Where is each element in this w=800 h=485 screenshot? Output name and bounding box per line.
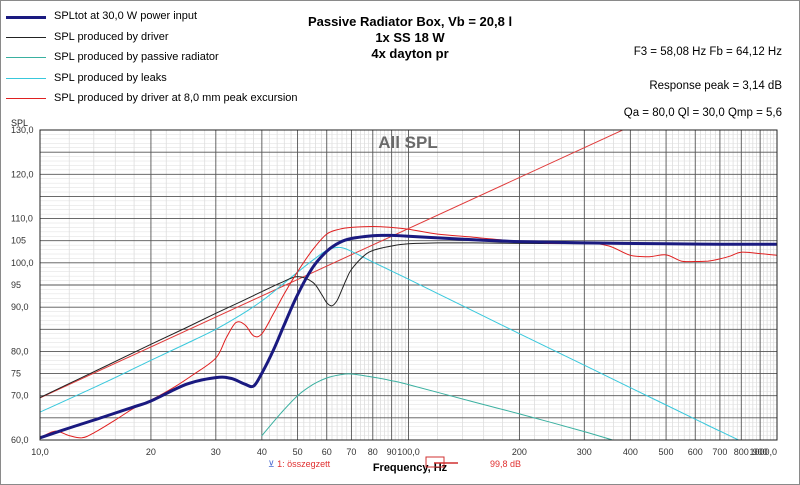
legend-item: SPL produced by driver at 8,0 mm peak ex… xyxy=(6,90,298,111)
legend-item: SPL produced by passive radiator xyxy=(6,49,286,70)
x-tick-label: 800 xyxy=(734,447,749,457)
x-tick-label: 900 xyxy=(753,447,768,457)
x-tick-label: 70 xyxy=(346,447,356,457)
series-group xyxy=(40,130,777,440)
legend-swatch xyxy=(6,77,46,79)
legend-swatch xyxy=(6,98,46,99)
legend-item: SPL produced by leaks xyxy=(6,70,286,91)
legend-item: SPL produced by driver xyxy=(6,29,286,50)
series-line xyxy=(261,373,615,440)
series-line xyxy=(40,246,740,440)
legend-label: SPL produced by leaks xyxy=(54,71,167,84)
footer-right-label: 99,8 dB xyxy=(490,459,522,469)
x-tick-label: 600 xyxy=(688,447,703,457)
legend-item: SPLtot at 30,0 W power input xyxy=(6,8,286,29)
y-tick-label: 130,0 xyxy=(11,125,34,135)
legend-label: SPL produced by driver xyxy=(54,30,169,43)
y-tick-label: 80,0 xyxy=(11,346,29,356)
x-tick-label: 30 xyxy=(211,447,221,457)
x-tick-label: 40 xyxy=(257,447,267,457)
legend-swatch xyxy=(6,57,46,58)
x-tick-label: 400 xyxy=(623,447,638,457)
y-tick-label: 105 xyxy=(11,236,26,246)
y-axis-label: SPL xyxy=(11,118,28,128)
legend-swatch xyxy=(6,16,46,19)
x-tick-label: 100,0 xyxy=(397,447,420,457)
y-tick-label: 60,0 xyxy=(11,435,29,445)
chart-title-line2: 1x SS 18 W xyxy=(375,30,445,45)
x-tick-label: 500 xyxy=(659,447,674,457)
x-tick-label: 1000,0 xyxy=(749,447,777,457)
y-tick-label: 75 xyxy=(11,369,21,379)
chart-title-line3: 4x dayton pr xyxy=(371,46,449,61)
f3-fb-info: F3 = 58,08 Hz Fb = 64,12 Hz xyxy=(633,46,782,58)
q-values-info: Qa = 80,0 Ql = 30,0 Qmp = 5,6 xyxy=(623,107,782,119)
x-tick-label: 90 xyxy=(387,447,397,457)
plot-border xyxy=(39,129,778,441)
x-tick-label: 300 xyxy=(577,447,592,457)
marker-box xyxy=(425,456,445,468)
legend-label: SPL produced by passive radiator xyxy=(54,51,219,63)
y-tick-label: 95 xyxy=(11,280,21,290)
grid xyxy=(39,129,778,441)
series-line xyxy=(40,130,624,399)
series-line xyxy=(40,233,777,440)
y-tick-label: 90,0 xyxy=(11,302,29,312)
footer-left-text: 1: összegzett xyxy=(277,459,331,469)
cursor-icon: ⊻ xyxy=(268,459,278,469)
legend-swatch xyxy=(6,36,46,38)
chart-title-line1: Passive Radiator Box, Vb = 20,8 l xyxy=(307,14,513,29)
footer-left-label: ⊻ 1: összegzett xyxy=(268,459,330,470)
series-line xyxy=(40,242,777,398)
footer-marker xyxy=(425,456,458,468)
y-tick-label: 100,0 xyxy=(11,258,34,268)
y-tick-label: 70,0 xyxy=(11,391,29,401)
response-peak-info: Response peak = 3,14 dB xyxy=(649,80,782,92)
x-tick-label: 50 xyxy=(293,447,303,457)
x-tick-label: 10,0 xyxy=(31,447,49,457)
x-axis-label: Frequency, Hz xyxy=(373,462,448,474)
x-tick-label: 700 xyxy=(712,447,727,457)
x-tick-label: 80 xyxy=(368,447,378,457)
x-tick-label: 20 xyxy=(146,447,156,457)
tick-labels: 10,0 20 30 40 50 60 70 80 90 100,0 200 300 400 500 600… xyxy=(11,125,777,457)
y-tick-label: 120,0 xyxy=(11,169,34,179)
chart-watermark: All SPL xyxy=(378,133,438,152)
x-tick-label: 200 xyxy=(512,447,527,457)
legend-label: SPLtot at 30,0 W power input xyxy=(54,10,198,22)
x-tick-label: 60 xyxy=(322,447,332,457)
legend: SPLtot at 30,0 W power input SPL produced… xyxy=(6,8,298,111)
legend-label: SPL produced by driver at 8,0 mm peak ex… xyxy=(54,92,298,104)
y-tick-label: 110,0 xyxy=(11,214,33,224)
